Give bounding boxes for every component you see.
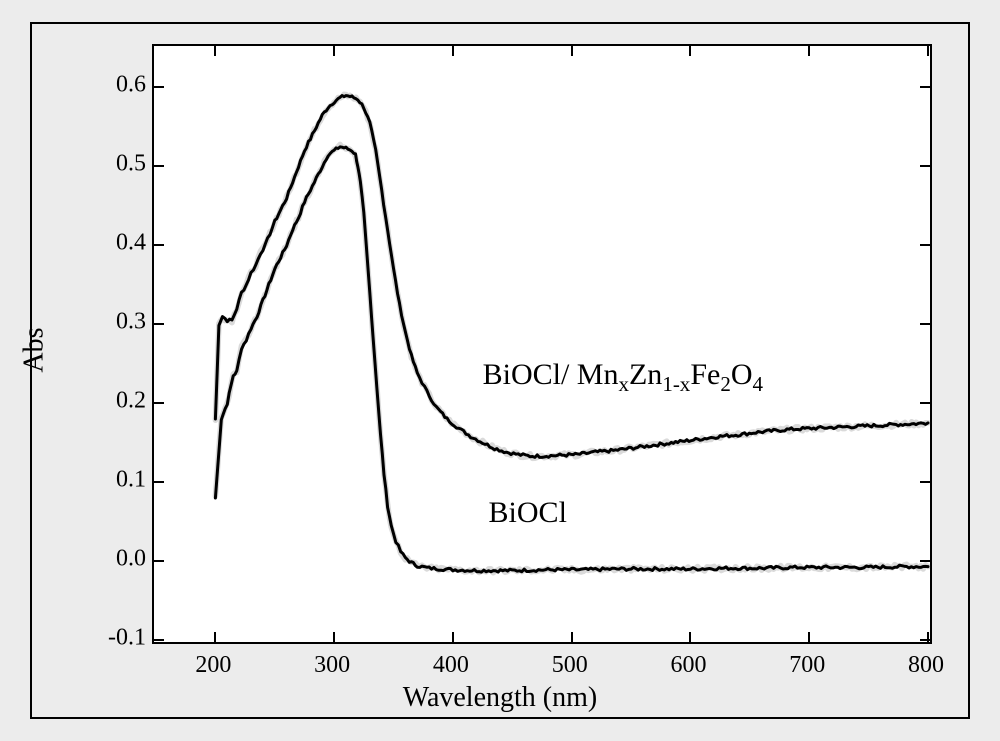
series-label: BiOCl/ MnxZn1-xFe2O4	[483, 358, 763, 397]
x-tick	[689, 46, 691, 56]
x-tick	[333, 632, 335, 642]
y-tick	[920, 165, 930, 167]
x-tick	[571, 46, 573, 56]
x-tick-label: 600	[658, 652, 718, 679]
y-tick-label: 0.4	[46, 230, 146, 257]
figure-panel: Abs BiOClBiOCl/ MnxZn1-xFe2O4 Wavelength…	[30, 22, 970, 719]
chart-svg	[154, 46, 930, 642]
y-tick	[920, 323, 930, 325]
x-tick	[689, 632, 691, 642]
series-ghost	[215, 94, 928, 458]
series-line	[215, 96, 928, 458]
x-tick-label: 800	[896, 652, 956, 679]
x-tick	[333, 46, 335, 56]
x-tick-label: 200	[183, 652, 243, 679]
y-tick-label: -0.1	[46, 625, 146, 652]
plot-area: BiOCl BiOCl/ MnxZn1-xFe2O4	[152, 44, 932, 644]
y-tick	[920, 481, 930, 483]
y-tick-label: 0.2	[46, 388, 146, 415]
x-tick	[808, 46, 810, 56]
x-tick	[927, 632, 929, 642]
y-tick-label: 0.1	[46, 467, 146, 494]
y-tick	[154, 244, 164, 246]
x-tick-label: 500	[540, 652, 600, 679]
y-tick	[154, 560, 164, 562]
y-tick	[154, 86, 164, 88]
y-tick	[920, 402, 930, 404]
y-tick-label: 0.3	[46, 309, 146, 336]
y-tick	[154, 402, 164, 404]
x-axis-title: Wavelength (nm)	[32, 682, 968, 714]
x-tick	[452, 46, 454, 56]
x-tick	[571, 632, 573, 642]
y-tick	[920, 86, 930, 88]
y-tick-label: 0.5	[46, 151, 146, 178]
x-tick	[452, 632, 454, 642]
y-tick	[920, 244, 930, 246]
x-tick	[214, 632, 216, 642]
y-tick	[154, 481, 164, 483]
y-tick	[154, 165, 164, 167]
x-tick	[927, 46, 929, 56]
x-tick-label: 400	[421, 652, 481, 679]
y-tick	[154, 323, 164, 325]
y-tick-label: 0.6	[46, 72, 146, 99]
x-tick	[214, 46, 216, 56]
series-label: BiOCl	[489, 496, 567, 530]
x-tick	[808, 632, 810, 642]
y-tick	[154, 639, 164, 641]
x-tick-label: 700	[777, 652, 837, 679]
y-tick	[920, 560, 930, 562]
y-tick-label: 0.0	[46, 546, 146, 573]
x-tick-label: 300	[302, 652, 362, 679]
